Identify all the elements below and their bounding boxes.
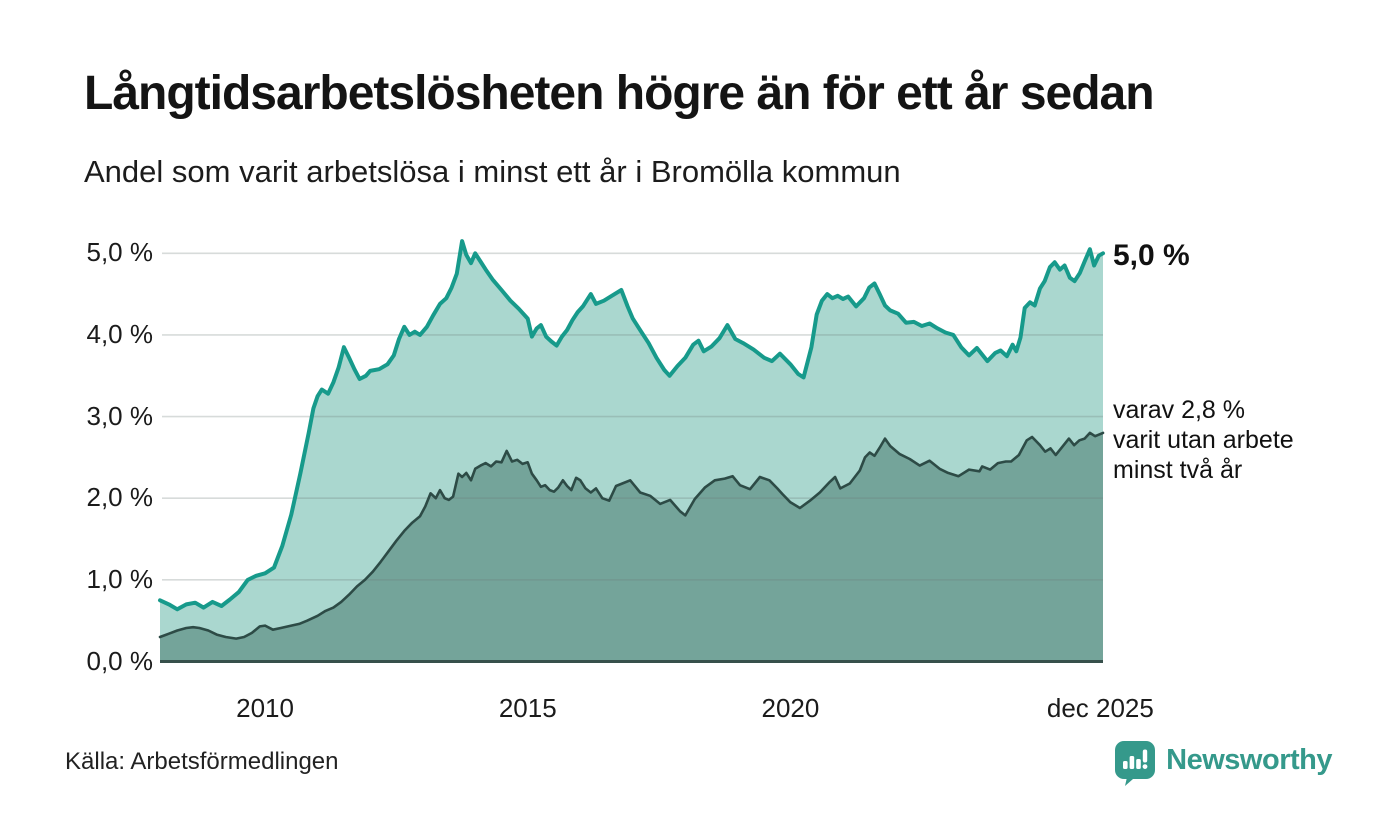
page-subtitle: Andel som varit arbetslösa i minst ett å… xyxy=(84,154,901,189)
newsworthy-logo-icon xyxy=(1115,741,1156,786)
y-axis-tick-label: 1,0 % xyxy=(86,563,154,594)
series-area-2 xyxy=(160,432,1103,662)
y-axis-tick-label: 3,0 % xyxy=(86,400,154,431)
page-title: Långtidsarbetslösheten högre än för ett … xyxy=(84,67,1155,120)
x-axis-tick-label: 2015 xyxy=(498,693,557,723)
x-axis-tick-label: 2010 xyxy=(236,693,294,723)
series-line-1 xyxy=(158,239,1105,612)
x-axis-tick-label: dec 2025 xyxy=(1046,693,1154,723)
source-note: Källa: Arbetsförmedlingen xyxy=(65,748,339,775)
brand-wordmark: Newsworthy xyxy=(1166,743,1332,776)
y-axis-tick-label: 4,0 % xyxy=(86,318,154,349)
y-axis-tick-label: 5,0 % xyxy=(86,237,154,268)
y-axis-tick-label: 0,0 % xyxy=(86,645,154,676)
brand-logo: Newsworthy xyxy=(1114,740,1332,786)
y-axis-tick-label: 2,0 % xyxy=(86,482,154,513)
secondary-series-label: varav 2,8 % varit utan arbete minst två … xyxy=(1113,396,1294,484)
latest-value-label: 5,0 % xyxy=(1113,239,1190,272)
x-axis-tick-label: 2020 xyxy=(761,693,820,723)
series-line-2 xyxy=(158,431,1105,640)
